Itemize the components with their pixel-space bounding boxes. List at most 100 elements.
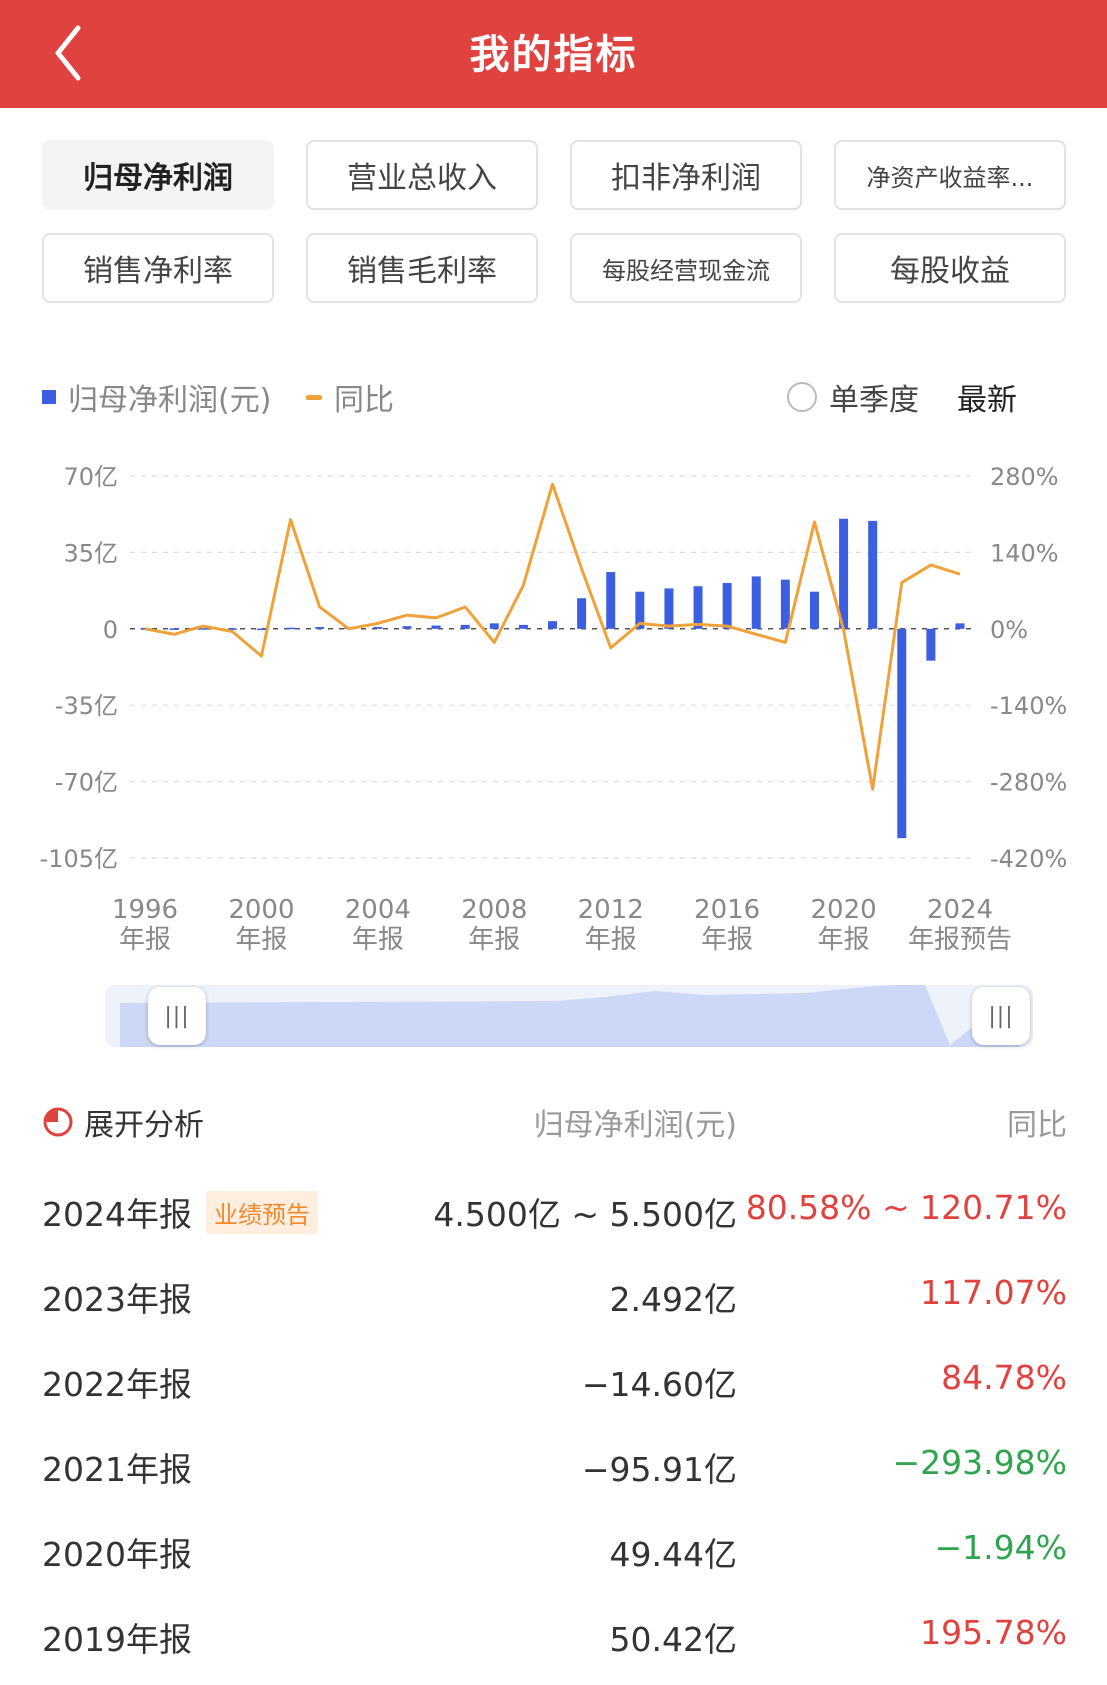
- left-tick-label: 35亿: [63, 539, 118, 567]
- profit-bar: [169, 628, 179, 630]
- metric-button-net-profit[interactable]: 归母净利润: [42, 140, 274, 210]
- row-yoy: 117.07%: [920, 1273, 1067, 1312]
- profit-bar: [286, 627, 296, 630]
- row-period: 2024年报: [42, 1195, 192, 1234]
- row-yoy: 84.78%: [941, 1358, 1067, 1397]
- legend-item-profit: 归母净利润(元): [42, 375, 271, 419]
- chart-legend: 归母净利润(元) 同比 单季度 最新: [42, 375, 1067, 419]
- slider-handle-right[interactable]: |||: [972, 987, 1030, 1045]
- x-tick-year: 2004: [345, 895, 411, 925]
- metric-button-cashflow-per-share[interactable]: 每股经营现金流: [570, 233, 802, 303]
- single-quarter-label: 单季度: [829, 383, 919, 418]
- metric-selector: 归母净利润 营业总收入 扣非净利润 净资产收益率... 销售净利率 销售毛利率 …: [42, 140, 1067, 306]
- row-period: 2023年报: [42, 1280, 192, 1319]
- left-tick-label: -70亿: [55, 769, 118, 797]
- table-row[interactable]: 2023年报 2.492亿 117.07%: [42, 1265, 1067, 1325]
- row-period: 2019年报: [42, 1620, 192, 1659]
- profit-bar: [955, 623, 965, 629]
- bar-swatch-icon: [42, 390, 56, 404]
- profit-bar: [315, 627, 325, 629]
- metric-button-revenue[interactable]: 营业总收入: [306, 140, 538, 210]
- legend-label-profit: 归母净利润(元): [68, 383, 272, 418]
- row-value: −14.60亿: [581, 1365, 737, 1404]
- profit-bar: [227, 628, 237, 630]
- x-tick-year: 2024: [927, 895, 993, 925]
- row-period: 2021年报: [42, 1450, 192, 1489]
- table-row[interactable]: 2020年报 49.44亿 −1.94%: [42, 1520, 1067, 1580]
- row-period: 2020年报: [42, 1535, 192, 1574]
- row-value: 2.492亿: [609, 1280, 737, 1319]
- row-period-cell: 2019年报: [42, 1613, 192, 1661]
- profit-bar: [606, 572, 616, 629]
- row-value: −95.91亿: [581, 1450, 737, 1489]
- row-value: 49.44亿: [609, 1535, 737, 1574]
- yoy-line: [144, 482, 961, 791]
- row-value: 4.500亿 ~ 5.500亿: [433, 1195, 737, 1234]
- row-period-cell: 2022年报: [42, 1358, 192, 1406]
- table-row[interactable]: 2024年报 业绩预告 4.500亿 ~ 5.500亿 80.58% ~ 120…: [42, 1180, 1067, 1240]
- header-bar: 我的指标: [0, 0, 1107, 108]
- x-tick-sub: 年报: [468, 925, 520, 955]
- metric-button-gross-margin[interactable]: 销售毛利率: [306, 233, 538, 303]
- row-yoy: −1.94%: [934, 1528, 1067, 1567]
- chevron-left-icon: [55, 25, 81, 81]
- profit-bar: [518, 624, 528, 629]
- latest-button[interactable]: 最新: [957, 383, 1017, 418]
- right-tick-label: -280%: [990, 769, 1067, 797]
- row-period-cell: 2021年报: [42, 1443, 192, 1491]
- profit-bar: [897, 628, 907, 839]
- metric-button-deducted-profit[interactable]: 扣非净利润: [570, 140, 802, 210]
- profit-bar: [635, 591, 645, 629]
- left-tick-label: 0: [103, 616, 118, 644]
- page-title: 我的指标: [469, 32, 638, 78]
- legend-item-yoy: 同比: [306, 375, 394, 419]
- x-tick-sub: 年报: [585, 925, 637, 955]
- range-slider[interactable]: ||| |||: [105, 985, 1033, 1047]
- profit-bar: [198, 628, 208, 630]
- profit-bar: [460, 624, 470, 629]
- slider-track: [105, 985, 1033, 1047]
- row-yoy: 195.78%: [920, 1613, 1067, 1652]
- metric-button-eps[interactable]: 每股收益: [834, 233, 1066, 303]
- back-button[interactable]: [44, 20, 104, 86]
- right-tick-label: 280%: [990, 463, 1059, 491]
- profit-bar: [402, 626, 412, 629]
- table-row[interactable]: 2022年报 −14.60亿 84.78%: [42, 1350, 1067, 1410]
- table-header: 展开分析 归母净利润(元) 同比: [42, 1100, 1067, 1144]
- metric-button-roe[interactable]: 净资产收益率...: [834, 140, 1066, 210]
- radio-icon: [787, 382, 817, 412]
- profit-bar: [926, 628, 936, 661]
- profit-bar: [548, 621, 557, 629]
- row-period-cell: 2024年报 业绩预告: [42, 1188, 318, 1236]
- expand-analysis-button[interactable]: 展开分析: [42, 1100, 204, 1144]
- left-tick-label: -105亿: [40, 845, 118, 873]
- column-header-yoy: 同比: [1007, 1108, 1067, 1143]
- profit-bar: [431, 625, 441, 629]
- x-tick-year: 2000: [228, 895, 294, 925]
- row-period: 2022年报: [42, 1365, 192, 1404]
- row-yoy: 80.58% ~ 120.71%: [745, 1188, 1067, 1227]
- slider-handle-left[interactable]: |||: [148, 987, 206, 1045]
- row-period-cell: 2020年报: [42, 1528, 192, 1576]
- profit-bar: [839, 518, 849, 629]
- column-header-value: 归母净利润(元): [533, 1108, 737, 1143]
- profit-bar: [489, 623, 499, 629]
- x-tick-year: 2020: [810, 895, 876, 925]
- left-tick-label: -35亿: [55, 692, 118, 720]
- line-swatch-icon: [306, 394, 322, 400]
- table-row[interactable]: 2021年报 −95.91亿 −293.98%: [42, 1435, 1067, 1495]
- right-tick-label: 0%: [990, 616, 1028, 644]
- row-period-cell: 2023年报: [42, 1273, 192, 1321]
- table-row[interactable]: 2019年报 50.42亿 195.78%: [42, 1605, 1067, 1665]
- legend-label-yoy: 同比: [334, 383, 394, 418]
- profit-bar: [693, 586, 703, 629]
- right-tick-label: -420%: [990, 845, 1067, 873]
- right-tick-label: -140%: [990, 692, 1067, 720]
- single-quarter-toggle[interactable]: 单季度: [787, 375, 919, 419]
- profit-bar: [664, 588, 674, 629]
- row-yoy: −293.98%: [892, 1443, 1067, 1482]
- metric-button-net-margin[interactable]: 销售净利率: [42, 233, 274, 303]
- profit-bar: [722, 582, 732, 629]
- x-tick-sub: 年报预告: [908, 925, 1012, 955]
- forecast-badge: 业绩预告: [205, 1190, 318, 1234]
